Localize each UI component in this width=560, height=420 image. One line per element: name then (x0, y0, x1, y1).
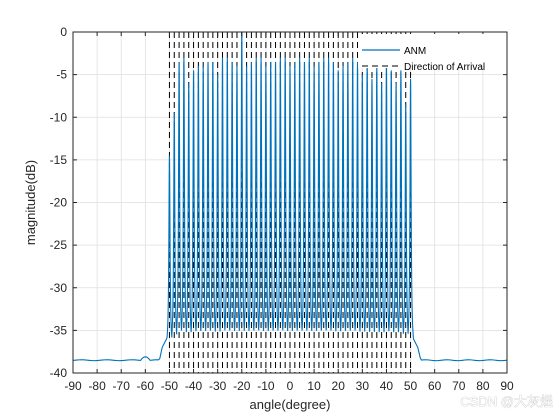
x-tick-label: -90 (64, 379, 82, 393)
x-tick-label: -50 (161, 379, 179, 393)
y-tick-label: -10 (50, 110, 68, 124)
y-tick-label: -30 (50, 281, 68, 295)
x-tick-label: -60 (137, 379, 155, 393)
legend-box (358, 34, 498, 68)
y-tick-label: 0 (60, 25, 67, 39)
anm-line (72, 31, 508, 362)
y-tick-label: -35 (50, 323, 68, 337)
legend-anm-label: ANM (404, 46, 426, 57)
x-tick-label: 80 (476, 379, 490, 393)
y-tick-label: -20 (50, 196, 68, 210)
x-tick-label: -30 (209, 379, 227, 393)
y-tick-label: -15 (50, 153, 68, 167)
x-tick-label: -40 (185, 379, 203, 393)
legend: ANM Direction of Arrival (358, 34, 498, 73)
x-tick-label: 30 (356, 379, 370, 393)
y-tick-label: -25 (50, 238, 68, 252)
y-axis-label: magnitude(dB) (23, 160, 38, 245)
x-tick-label: -70 (113, 379, 131, 393)
x-tick-label: 10 (307, 379, 321, 393)
x-tick-label: 60 (428, 379, 442, 393)
x-tick-label: -10 (257, 379, 275, 393)
x-tick-label: 20 (332, 379, 346, 393)
axis-ticks: -90 -80 -70 -60 -50 -40 -30 -20 -10 0 10 20 30 40 50 60… (50, 25, 514, 393)
doa-lines (168, 32, 412, 373)
x-tick-label: 0 (287, 379, 294, 393)
x-tick-label: -20 (233, 379, 251, 393)
y-tick-label: -5 (56, 68, 67, 82)
x-tick-label: -80 (88, 379, 106, 393)
x-axis-label: angle(degree) (250, 397, 331, 412)
x-tick-label: 40 (380, 379, 394, 393)
x-tick-label: 50 (404, 379, 418, 393)
x-tick-label: 70 (452, 379, 466, 393)
x-tick-label: 90 (500, 379, 514, 393)
y-tick-label: -40 (50, 366, 68, 380)
legend-doa-label: Direction of Arrival (404, 62, 485, 73)
watermark: CSDN @大灰煜 (460, 394, 553, 409)
